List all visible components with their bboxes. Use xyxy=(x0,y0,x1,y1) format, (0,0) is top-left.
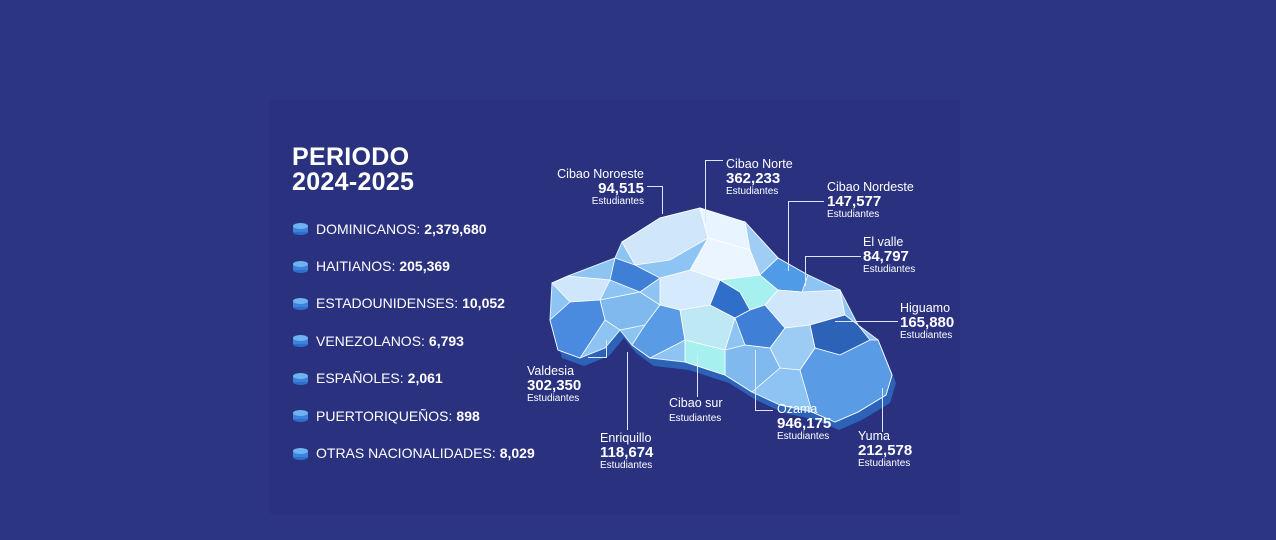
map-province xyxy=(799,339,893,423)
region-value: 118,674 xyxy=(600,444,654,462)
region-unit: Estudiantes xyxy=(591,195,644,207)
coin-stack-icon xyxy=(292,221,309,236)
nationality-value: 2,061 xyxy=(407,370,443,387)
region-value: 94,515 xyxy=(598,180,644,198)
leader-line xyxy=(882,388,883,432)
region-unit: Estudiantes xyxy=(600,459,653,471)
region-label-cibao-noroeste: Cibao Noroeste 94,515 Estudiantes xyxy=(552,167,644,207)
region-label-higuamo: Higuamo 165,880 Estudiantes xyxy=(900,301,955,341)
nationality-label: ESTADOUNIDENSES: xyxy=(316,295,459,312)
map-province xyxy=(551,275,611,303)
region-unit: Estudiantes xyxy=(527,392,580,404)
list-item: DOMINICANOS: 2,379,680 xyxy=(292,210,535,247)
nationality-value: 8,029 xyxy=(499,445,535,462)
title-line-1: PERIODO xyxy=(292,143,410,171)
region-unit: Estudiantes xyxy=(726,185,779,197)
coin-stack-icon xyxy=(292,296,309,311)
nationality-label: DOMINICANOS: xyxy=(316,220,421,237)
region-label-cibao-sur: Cibao sur Estudiantes xyxy=(669,396,723,425)
region-value: 84,797 xyxy=(863,248,909,266)
coin-stack-icon xyxy=(292,446,309,461)
region-unit: Estudiantes xyxy=(858,457,911,469)
nationality-label: HAITIANOS: xyxy=(316,258,396,275)
leader-line xyxy=(788,201,789,271)
coin-stack-icon xyxy=(292,371,309,386)
leader-line xyxy=(805,256,861,257)
nationality-label: PUERTORIQUEÑOS: xyxy=(316,407,453,424)
leader-line xyxy=(606,340,607,358)
region-name: Cibao sur xyxy=(669,396,723,410)
nationality-value: 898 xyxy=(456,407,480,424)
region-label-cibao-norte: Cibao Norte 362,233 Estudiantes xyxy=(726,157,793,197)
map-province xyxy=(549,299,606,359)
list-item: HAITIANOS: 205,369 xyxy=(292,247,535,284)
list-item: VENEZOLANOS: 6,793 xyxy=(292,322,535,359)
nationality-value: 205,369 xyxy=(399,258,450,275)
region-unit: Estudiantes xyxy=(777,430,830,442)
nationality-value: 10,052 xyxy=(462,295,505,312)
region-name: El valle xyxy=(863,235,904,249)
region-value: 165,880 xyxy=(900,314,955,332)
region-value: 302,350 xyxy=(527,377,582,395)
page-title: PERIODO 2024-2025 xyxy=(292,145,414,195)
nationality-value: 2,379,680 xyxy=(424,220,487,237)
region-label-ozama: Ozama 946,175 Estudiantes xyxy=(777,402,832,442)
list-item: ESTADOUNIDENSES: 10,052 xyxy=(292,285,535,322)
coin-stack-icon xyxy=(292,333,309,348)
leader-line xyxy=(805,256,806,286)
leader-line xyxy=(588,357,606,358)
region-value: 946,175 xyxy=(777,415,832,433)
region-unit: Estudiantes xyxy=(863,263,916,275)
leader-line xyxy=(705,160,723,161)
title-line-2: 2024-2025 xyxy=(292,168,415,196)
region-unit: Estudiantes xyxy=(669,413,722,425)
nationality-label: ESPAÑOLES: xyxy=(316,370,404,387)
map-province xyxy=(679,304,736,351)
map-province xyxy=(684,339,726,376)
region-label-valdesia: Valdesia 302,350 Estudiantes xyxy=(527,364,582,404)
leader-line xyxy=(705,160,706,222)
coin-stack-icon xyxy=(292,259,309,274)
leader-line xyxy=(755,410,773,411)
list-item: OTRAS NACIONALIDADES: 8,029 xyxy=(292,434,535,471)
region-label-enriquillo: Enriquillo 118,674 Estudiantes xyxy=(600,431,654,471)
leader-line xyxy=(755,350,756,410)
region-label-yuma: Yuma 212,578 Estudiantes xyxy=(858,429,913,469)
region-name: Ozama xyxy=(777,402,818,416)
nationality-value: 6,793 xyxy=(428,332,464,349)
region-label-cibao-nordeste: Cibao Nordeste 147,577 Estudiantes xyxy=(827,180,914,220)
region-name: Higuamo xyxy=(900,301,951,315)
list-item: ESPAÑOLES: 2,061 xyxy=(292,360,535,397)
nationality-label: VENEZOLANOS: xyxy=(316,332,425,349)
coin-stack-icon xyxy=(292,408,309,423)
region-value: 147,577 xyxy=(827,193,882,211)
region-name: Cibao Noroeste xyxy=(557,167,644,181)
list-item: PUERTORIQUEÑOS: 898 xyxy=(292,397,535,434)
leader-line xyxy=(697,355,698,397)
region-name: Cibao Norte xyxy=(726,157,793,171)
region-name: Yuma xyxy=(858,429,890,443)
leader-line xyxy=(788,201,824,202)
region-value: 362,233 xyxy=(726,170,781,188)
region-name: Enriquillo xyxy=(600,431,652,445)
leader-line xyxy=(647,186,663,187)
nationality-label: OTRAS NACIONALIDADES: xyxy=(316,445,496,462)
leader-line xyxy=(662,186,663,214)
region-name: Valdesia xyxy=(527,364,575,378)
region-unit: Estudiantes xyxy=(900,329,953,341)
nationalities-list: DOMINICANOS: 2,379,680 HAITIANOS: 205,369 … xyxy=(292,210,535,472)
map-province xyxy=(609,257,661,293)
region-label-el-valle: El valle 84,797 Estudiantes xyxy=(863,235,916,275)
region-name: Cibao Nordeste xyxy=(827,180,914,194)
region-map xyxy=(549,207,896,430)
region-value: 212,578 xyxy=(858,442,913,460)
region-unit: Estudiantes xyxy=(827,208,880,220)
leader-line xyxy=(835,321,898,322)
leader-line xyxy=(627,352,628,430)
